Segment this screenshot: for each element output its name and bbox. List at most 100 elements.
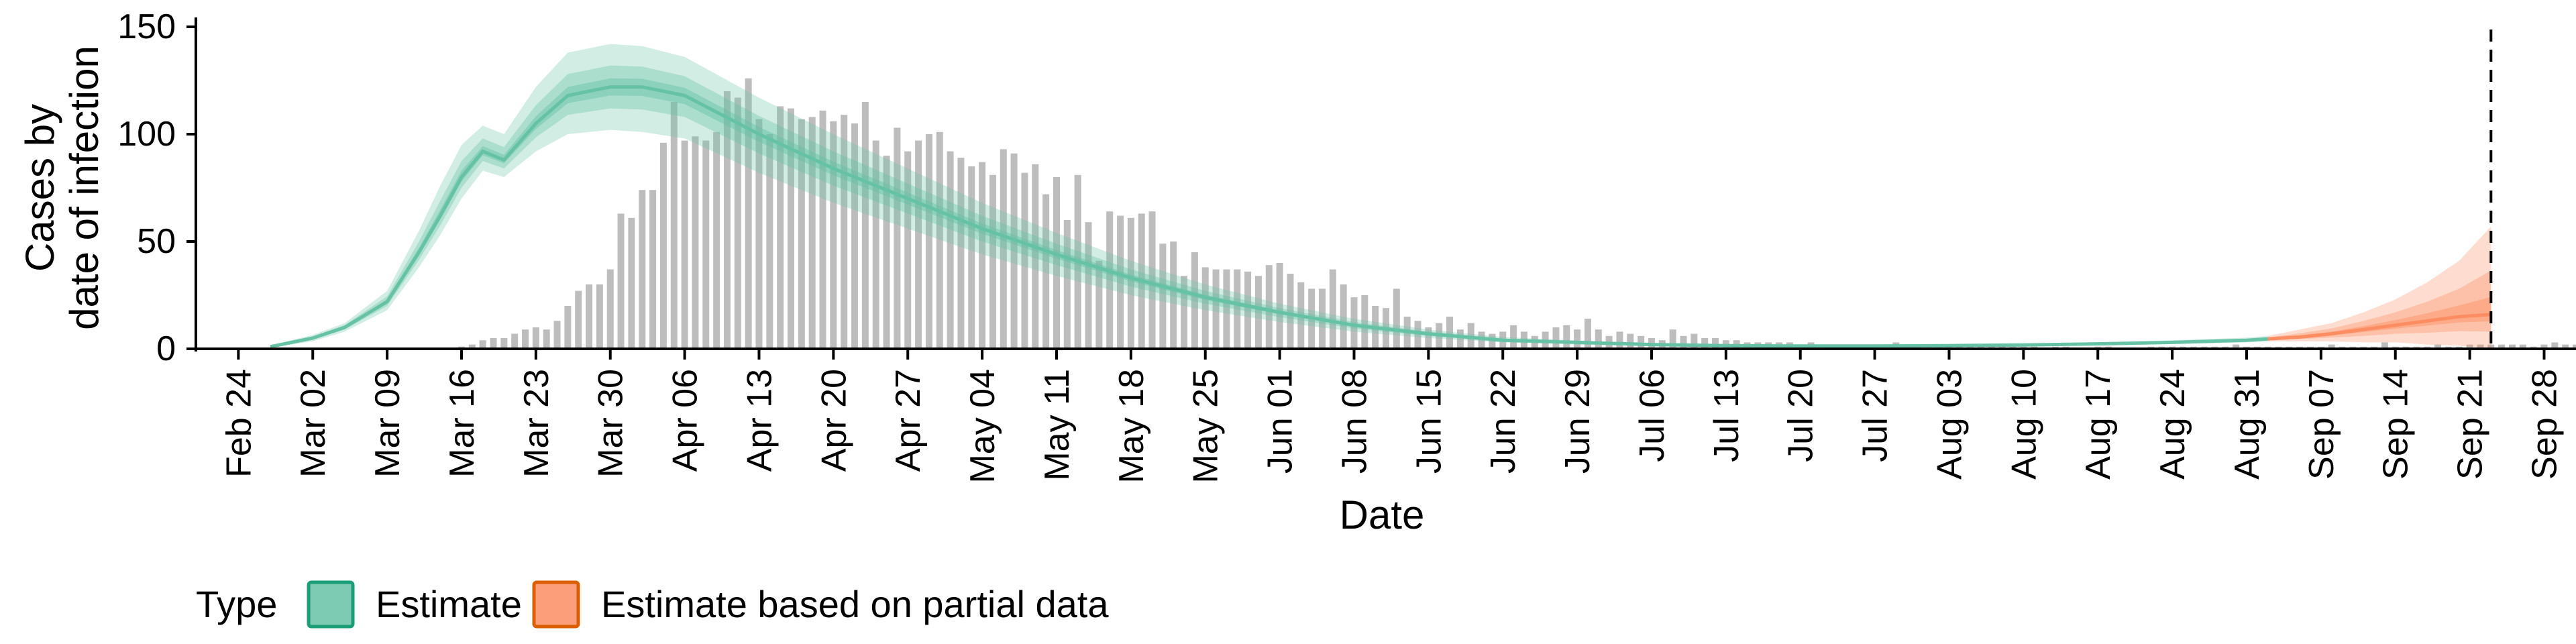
case-bar	[575, 290, 582, 349]
case-bar	[968, 166, 975, 349]
case-bar	[2562, 344, 2569, 349]
case-bar	[1287, 274, 1294, 349]
case-bar	[628, 217, 635, 349]
x-axis-label: Date	[1340, 492, 1425, 537]
y-axis-ticks: 0 50 100 150	[117, 7, 196, 368]
case-bar	[830, 121, 837, 350]
y-tick-label: 50	[137, 222, 176, 261]
case-bar	[1446, 317, 1454, 349]
x-tick-label: Sep 14	[2377, 369, 2416, 480]
case-bar	[723, 91, 731, 349]
x-tick-label: May 25	[1187, 369, 1226, 484]
x-tick-label: Apr 27	[889, 369, 928, 472]
case-bar	[894, 127, 901, 349]
case-bar	[1638, 335, 1645, 349]
case-bar	[755, 119, 763, 349]
x-tick-label: Mar 23	[517, 369, 556, 478]
case-bar	[692, 136, 699, 349]
case-bar	[1106, 211, 1114, 349]
case-bar	[511, 333, 519, 349]
legend-label-partial-estimate: Estimate based on partial data	[601, 583, 1109, 625]
case-bar	[1042, 194, 1050, 349]
case-bar	[649, 190, 657, 349]
case-bar	[2381, 342, 2388, 349]
case-bar	[2233, 344, 2240, 349]
case-bar	[766, 134, 773, 349]
case-bar	[1212, 269, 1220, 349]
case-bar	[1329, 269, 1336, 349]
x-tick-label: Aug 10	[2004, 369, 2043, 480]
case-bar	[841, 115, 848, 349]
x-tick-label: Jul 20	[1782, 369, 1821, 462]
case-bar	[957, 158, 965, 349]
x-tick-label: Sep 28	[2526, 369, 2565, 480]
case-bar	[1595, 329, 1602, 349]
case-bar	[798, 119, 805, 349]
case-bar	[1148, 211, 1156, 349]
case-bar	[713, 131, 720, 350]
case-bar	[2466, 344, 2473, 349]
case-bar	[1393, 288, 1400, 349]
case-bar	[1095, 260, 1103, 349]
x-tick-label: Mar 30	[592, 369, 631, 478]
case-bar	[639, 190, 646, 349]
x-tick-label: Jun 15	[1409, 369, 1448, 474]
case-bar	[1063, 220, 1071, 349]
case-bar	[2487, 344, 2495, 349]
x-tick-label: Jul 13	[1707, 369, 1746, 462]
case-bar	[670, 102, 678, 349]
case-bar	[1223, 269, 1230, 349]
y-tick-label: 0	[156, 329, 176, 368]
case-bar	[1276, 263, 1283, 349]
case-bar	[1170, 241, 1177, 349]
case-bar	[2573, 344, 2576, 349]
case-bar	[1021, 172, 1028, 349]
x-tick-label: Aug 31	[2228, 369, 2267, 480]
case-bar	[586, 284, 593, 349]
legend-key-estimate	[307, 580, 355, 629]
case-bar	[777, 106, 784, 349]
x-axis-ticks: Feb 24 Mar 02 Mar 09 Mar 16 Mar 23 Mar 30 Apr …	[219, 349, 2565, 484]
partial-estimate-median-line	[2267, 313, 2491, 341]
case-bar	[925, 134, 932, 349]
y-axis-label-line1: Cases by	[17, 104, 62, 272]
case-bar	[468, 344, 476, 349]
x-tick-label: Jul 27	[1856, 369, 1895, 462]
x-tick-label: Jun 01	[1261, 369, 1300, 474]
case-bar	[1563, 325, 1570, 349]
case-bar	[861, 102, 869, 349]
case-bar	[1254, 276, 1262, 349]
case-bar	[851, 123, 859, 349]
case-bar	[564, 306, 572, 349]
case-bar	[543, 329, 550, 349]
case-bar	[1627, 333, 1634, 349]
case-bar	[522, 329, 529, 349]
x-tick-label: May 18	[1112, 369, 1151, 484]
case-bar	[1584, 319, 1591, 349]
case-bar	[1361, 295, 1368, 349]
x-tick-label: Apr 20	[814, 369, 853, 472]
case-bar	[532, 327, 539, 349]
case-bar	[553, 321, 561, 349]
x-tick-label: Mar 02	[294, 369, 333, 478]
estimate-ribbon-20	[270, 78, 2268, 347]
case-bar	[936, 131, 943, 350]
case-bar	[659, 142, 667, 350]
x-tick-label: Aug 24	[2153, 369, 2192, 480]
x-tick-label: Mar 09	[368, 369, 407, 478]
case-bar	[2477, 344, 2484, 349]
case-bar	[1085, 222, 1092, 349]
estimate-ribbon-90	[270, 44, 2268, 348]
case-bar	[1191, 252, 1198, 349]
case-bar	[947, 151, 954, 349]
case-bar	[1425, 327, 1432, 349]
y-axis-label-line2: date of infection	[62, 46, 107, 330]
estimate-median-line	[270, 85, 2268, 349]
case-bar	[1032, 164, 1039, 350]
case-bar	[1181, 276, 1188, 349]
case-bar	[1489, 333, 1496, 349]
y-tick-label: 100	[117, 115, 176, 154]
case-bar	[872, 140, 879, 349]
x-tick-label: Aug 17	[2079, 369, 2118, 480]
